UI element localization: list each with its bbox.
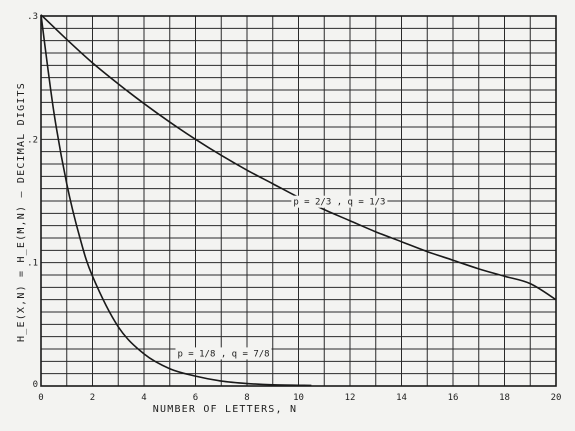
y-tick-label: .1 (27, 259, 38, 269)
x-tick-labels: 0 2 4 6 8 10 12 14 16 18 20 (38, 393, 561, 403)
x-tick-label: 8 (244, 393, 249, 403)
x-tick-label: 12 (345, 393, 356, 403)
annotation-background (175, 347, 272, 360)
x-tick-label: 6 (193, 393, 198, 403)
y-tick-labels: 0 .1 .2 .3 (27, 12, 38, 390)
x-tick-label: 0 (38, 393, 43, 403)
y-tick-label: 0 (33, 380, 38, 390)
plot-frame (40, 15, 557, 387)
x-tick-label: 20 (551, 393, 562, 403)
y-tick-label: .3 (27, 12, 38, 22)
annotations: p = 2/3 , q = 1/3 p = 1/8 , q = 7/8 (175, 195, 388, 360)
series-annotation: p = 2/3 , q = 1/3 (293, 198, 385, 208)
y-tick-label: .2 (27, 135, 38, 145)
x-tick-label: 18 (499, 393, 510, 403)
x-tick-label: 2 (90, 393, 95, 403)
x-tick-label: 16 (448, 393, 459, 403)
x-axis-title: NUMBER OF LETTERS, N (153, 404, 297, 415)
x-tick-label: 14 (396, 393, 407, 403)
x-tick-label: 10 (293, 393, 304, 403)
annotation-background (291, 195, 388, 208)
x-tick-label: 4 (141, 393, 146, 403)
series-line-1 (40, 14, 312, 387)
plot-border (40, 15, 557, 387)
y-axis-title: H_E(X,N) = H_E(M,N) — DECIMAL DIGITS (16, 82, 27, 342)
series-annotation: p = 1/8 , q = 7/8 (177, 349, 269, 359)
